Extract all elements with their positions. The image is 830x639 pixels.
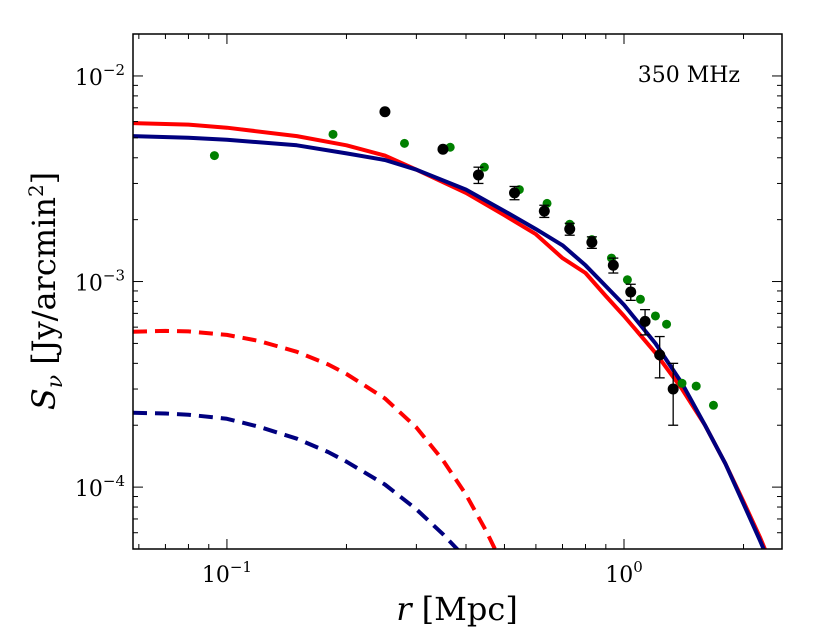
black-data-point — [607, 259, 619, 271]
green-data-point — [662, 319, 672, 329]
black-data-point — [538, 205, 550, 217]
green-data-point — [635, 294, 645, 304]
y-axis-label: Sν [Jy/arcmin2] — [24, 172, 68, 410]
x-tick-label-exp: 0 — [633, 558, 643, 576]
solid-line-3 — [133, 134, 766, 549]
black-data-point — [379, 106, 391, 118]
dashed-line-4 — [133, 328, 498, 549]
y-axis-label-sub: ν — [43, 375, 68, 388]
green-data-point — [650, 311, 660, 321]
green-data-point — [677, 378, 687, 388]
y-tick-label-exp: −3 — [103, 267, 125, 285]
green-data-point — [479, 162, 489, 172]
y-tick-label: 10−4 — [75, 472, 125, 502]
x-tick-label-base: 10 — [202, 563, 230, 588]
x-tick-label-base: 10 — [605, 563, 633, 588]
y-axis-label-sup: 2 — [24, 184, 48, 197]
series-layer — [133, 106, 768, 549]
black-data-point — [639, 315, 651, 327]
green-data-point — [691, 381, 701, 391]
x-tick-label: 100 — [605, 558, 643, 588]
x-axis-label-var: r — [396, 590, 413, 628]
y-axis-label-var: S — [25, 388, 63, 410]
x-tick-label: 10−1 — [202, 558, 252, 588]
y-tick-label-base: 10 — [75, 477, 103, 502]
black-data-point — [654, 349, 666, 361]
black-data-point — [667, 383, 679, 395]
green-data-point — [708, 400, 718, 410]
green-data-point — [209, 151, 219, 161]
black-data-point — [586, 236, 598, 248]
green-data-point — [328, 129, 338, 139]
plot-frame — [132, 33, 783, 550]
frequency-annotation: 350 MHz — [638, 63, 740, 88]
x-tick-label-exp: −1 — [230, 558, 252, 576]
y-tick-label-base: 10 — [75, 66, 103, 91]
dashed-line-5 — [133, 410, 460, 549]
plot-background — [133, 34, 782, 549]
black-data-point — [472, 169, 484, 181]
y-tick-label: 10−2 — [75, 61, 125, 91]
black-data-point — [509, 187, 521, 199]
green-data-point — [399, 138, 409, 148]
y-axis-label-unit: [Jy/arcmin — [25, 197, 63, 375]
y-tick-label-exp: −2 — [103, 61, 125, 79]
y-tick-label-exp: −4 — [103, 472, 125, 490]
ticks-layer — [133, 34, 782, 550]
x-axis-label-unit: [Mpc] — [411, 590, 517, 628]
green-data-point — [622, 275, 632, 285]
black-data-point — [625, 286, 637, 298]
x-axis-label: r [Mpc] — [396, 590, 518, 628]
black-data-point — [564, 223, 576, 235]
y-axis-label-close: ] — [25, 172, 63, 184]
black-data-point — [437, 143, 449, 155]
y-tick-label: 10−3 — [75, 267, 125, 297]
y-tick-label-base: 10 — [75, 272, 103, 297]
